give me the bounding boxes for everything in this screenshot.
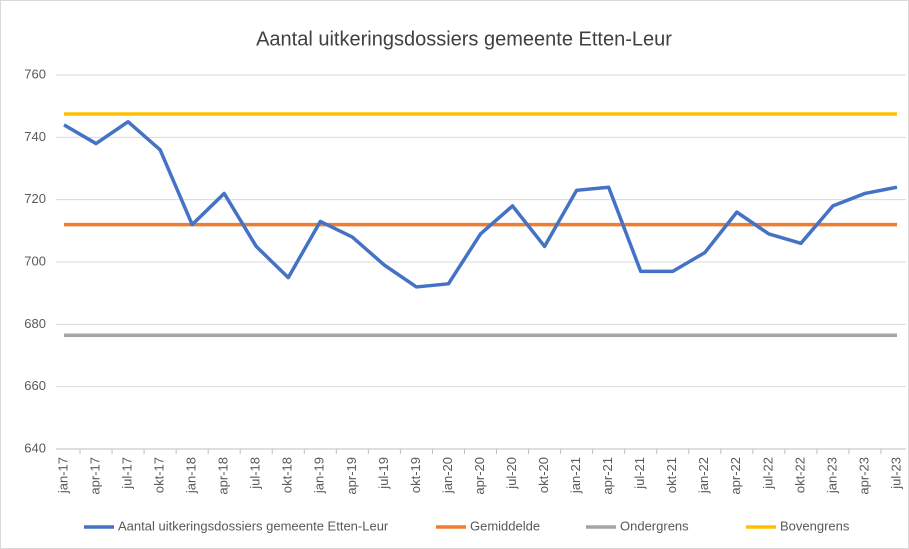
y-tick-label: 700 bbox=[24, 253, 46, 268]
x-tick-label: jul-23 bbox=[888, 457, 903, 490]
legend-label: Ondergrens bbox=[620, 518, 689, 533]
x-tick-label: apr-19 bbox=[344, 457, 359, 495]
x-tick-label: jul-20 bbox=[504, 457, 519, 490]
x-tick-label: jan-18 bbox=[184, 457, 199, 494]
x-tick-label: okt-18 bbox=[280, 457, 295, 493]
x-tick-label: okt-20 bbox=[536, 457, 551, 493]
x-tick-label: apr-18 bbox=[216, 457, 231, 495]
legend-label: Gemiddelde bbox=[470, 518, 540, 533]
x-tick-label: jul-19 bbox=[376, 457, 391, 490]
y-tick-label: 660 bbox=[24, 378, 46, 393]
x-tick-label: jan-19 bbox=[312, 457, 327, 494]
x-tick-label: okt-22 bbox=[792, 457, 807, 493]
x-tick-label: apr-20 bbox=[472, 457, 487, 495]
x-tick-label: jul-18 bbox=[248, 457, 263, 490]
legend-label: Bovengrens bbox=[780, 518, 850, 533]
x-tick-label: jan-21 bbox=[568, 457, 583, 494]
x-tick-label: jan-22 bbox=[696, 457, 711, 494]
y-tick-label: 740 bbox=[24, 129, 46, 144]
x-tick-label: apr-22 bbox=[728, 457, 743, 495]
y-tick-label: 760 bbox=[24, 66, 46, 81]
x-tick-label: apr-17 bbox=[87, 457, 102, 495]
chart-title: Aantal uitkeringsdossiers gemeente Etten… bbox=[256, 28, 672, 50]
legend: Aantal uitkeringsdossiers gemeente Etten… bbox=[84, 518, 850, 533]
y-tick-label: 640 bbox=[24, 440, 46, 455]
series-line bbox=[63, 120, 898, 289]
y-tick-label: 720 bbox=[24, 191, 46, 206]
x-tick-label: jul-17 bbox=[120, 457, 135, 490]
x-tick-label: okt-17 bbox=[152, 457, 167, 493]
x-tick-label: jul-21 bbox=[632, 457, 647, 490]
x-tick-label: jul-22 bbox=[760, 457, 775, 490]
x-tick-label: apr-23 bbox=[856, 457, 871, 495]
legend-label: Aantal uitkeringsdossiers gemeente Etten… bbox=[118, 518, 389, 533]
x-tick-label: jan-23 bbox=[824, 457, 839, 494]
x-tick-label: apr-21 bbox=[600, 457, 615, 495]
y-tick-label: 680 bbox=[24, 316, 46, 331]
x-tick-label: okt-19 bbox=[408, 457, 423, 493]
x-tick-label: okt-21 bbox=[664, 457, 679, 493]
x-tick-label: jan-17 bbox=[55, 457, 70, 494]
x-tick-label: jan-20 bbox=[440, 457, 455, 494]
